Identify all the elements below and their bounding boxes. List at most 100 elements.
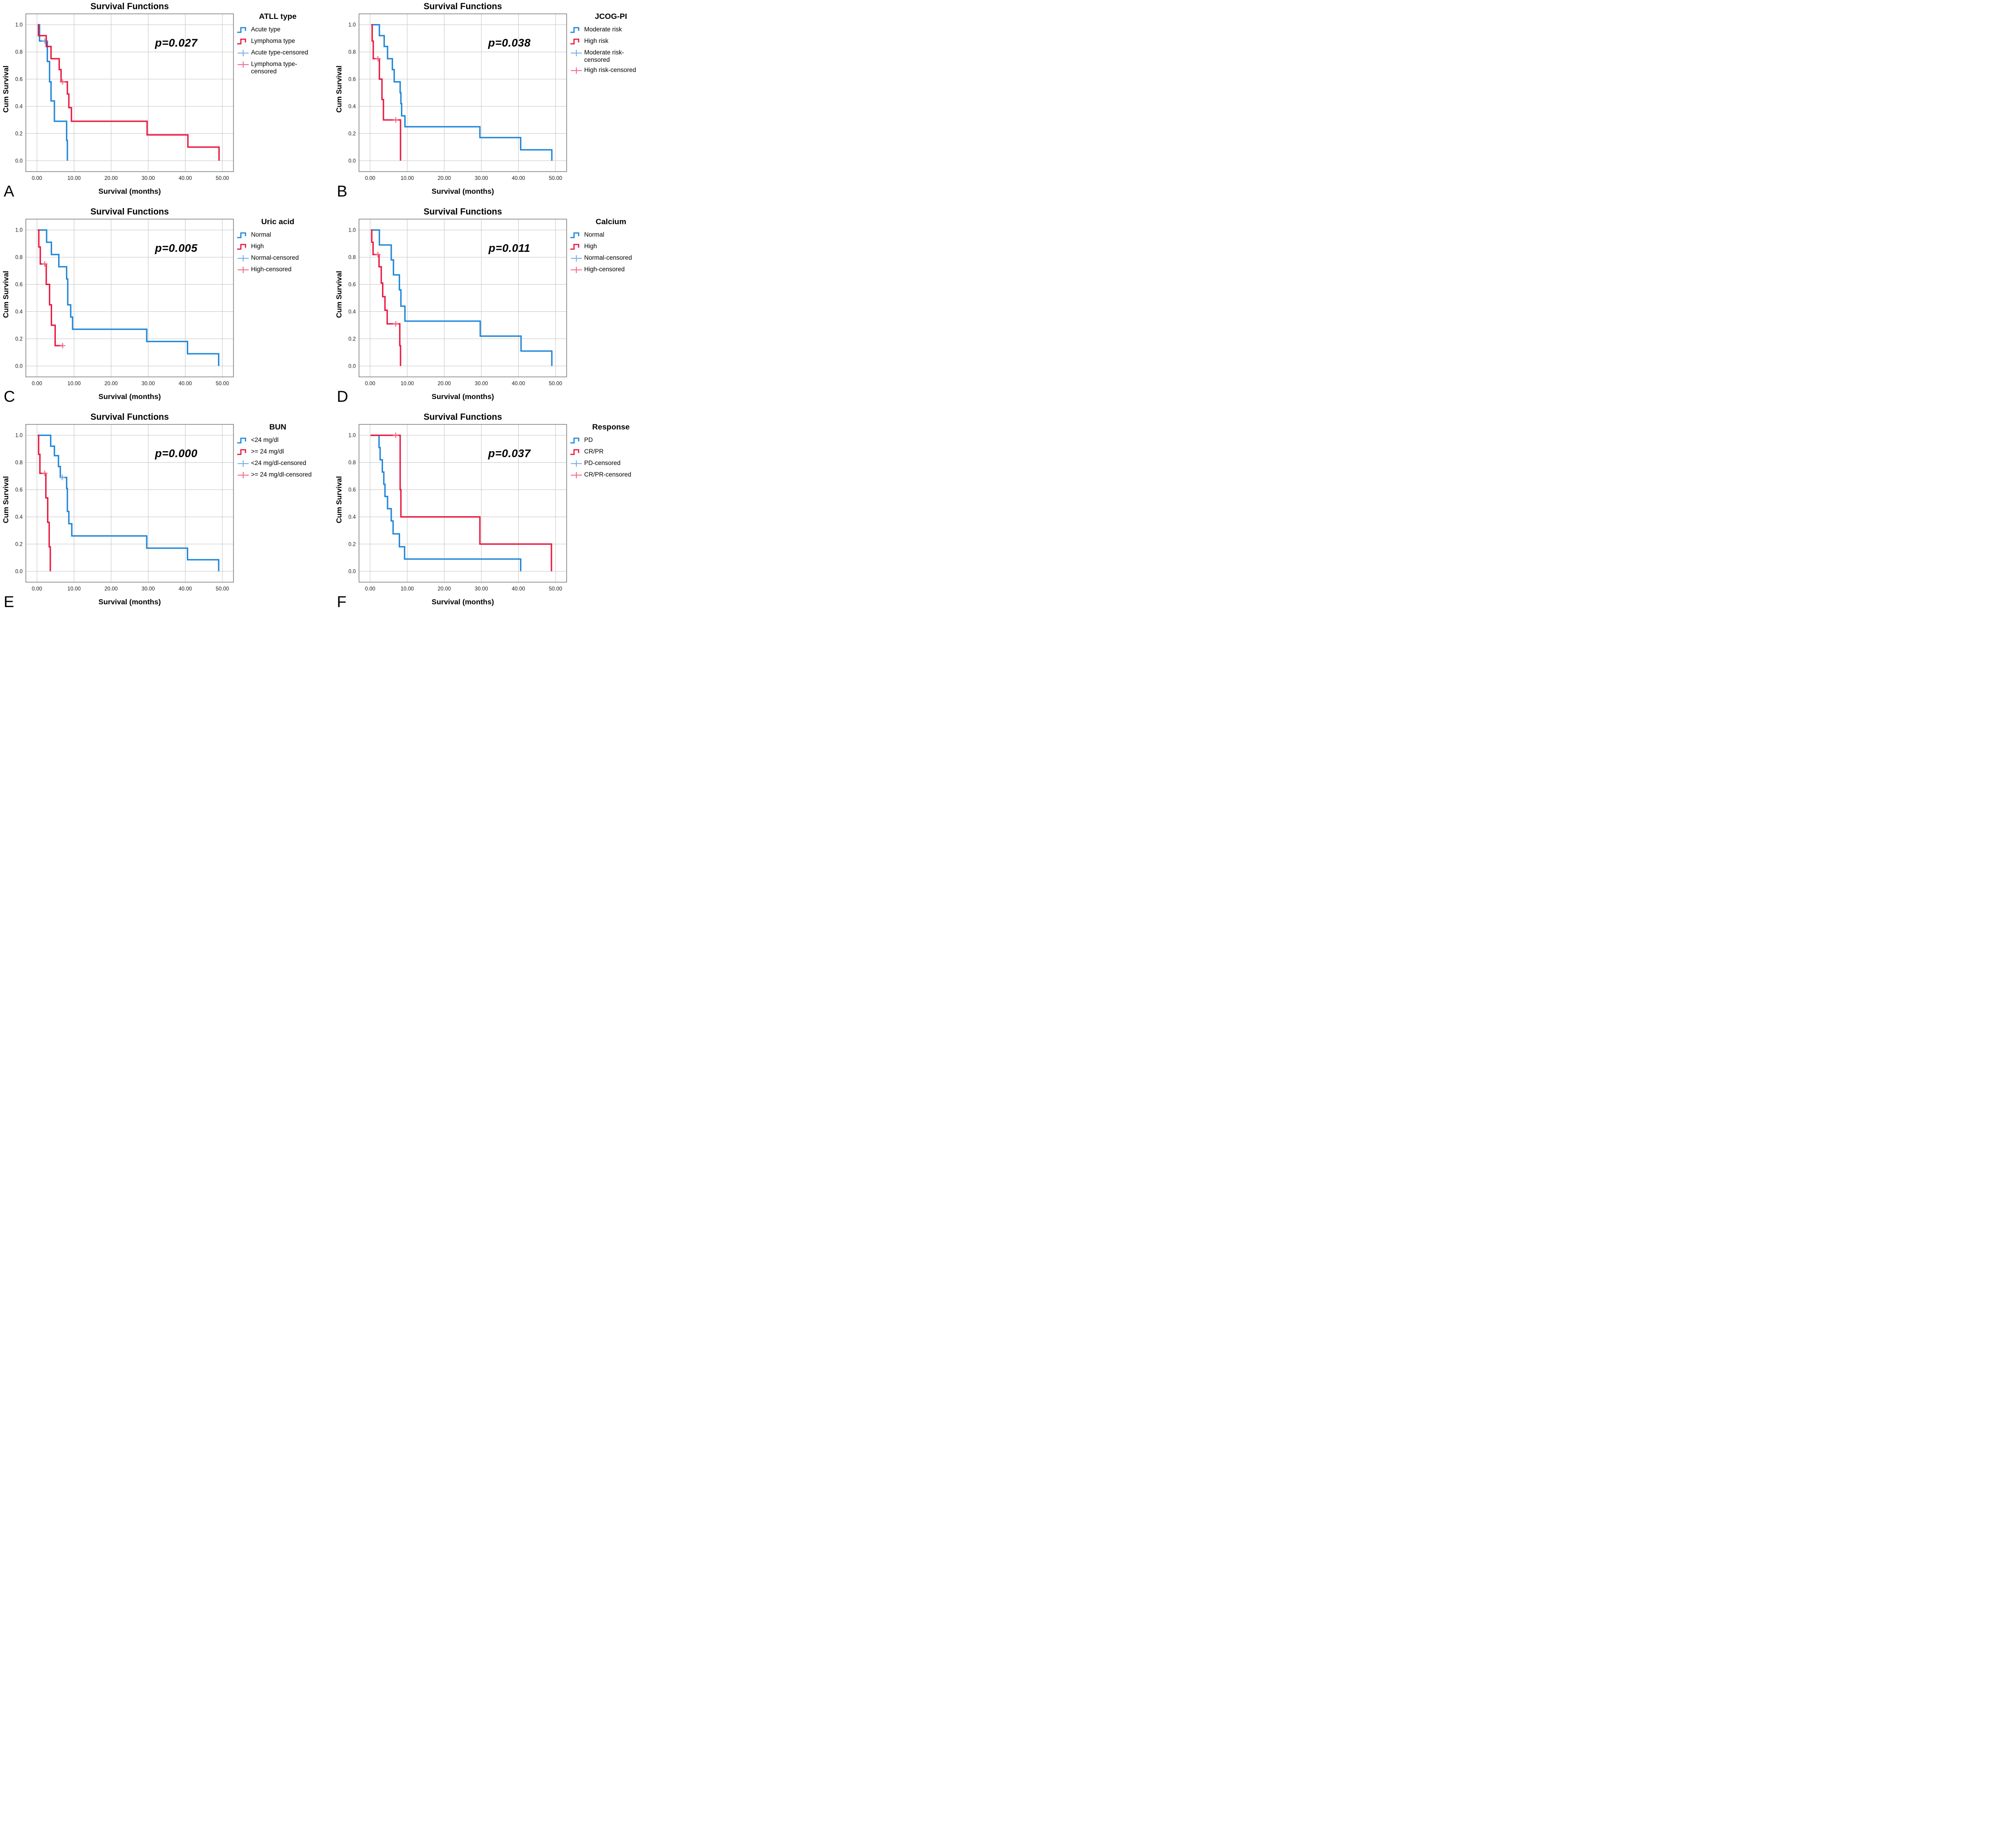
svg-text:0.4: 0.4	[348, 515, 356, 520]
svg-text:20.00: 20.00	[437, 381, 451, 387]
svg-text:0.0: 0.0	[15, 364, 23, 369]
svg-text:20.00: 20.00	[104, 176, 118, 181]
legend-item: Acute type	[236, 26, 332, 34]
legend-item: High risk-censored	[569, 66, 665, 75]
legend-item: High	[236, 243, 332, 251]
x-axis-label: Survival (months)	[431, 393, 494, 401]
series-step-icon	[569, 436, 583, 445]
legend-item: PD-censored	[569, 459, 665, 468]
legend-title: Uric acid	[261, 217, 294, 226]
svg-text:1.0: 1.0	[15, 433, 23, 439]
legend-item: <24 mg/dl	[236, 436, 332, 445]
legend-label: PD	[584, 436, 593, 443]
svg-text:0.2: 0.2	[348, 542, 356, 547]
svg-text:1.0: 1.0	[15, 23, 23, 28]
legend-item: Acute type-censored	[236, 49, 332, 57]
legend-label: Normal	[251, 231, 271, 238]
km-plot-b: 0.00 10.00 20.00 30.00 40.00 50.00 0.0 0.2 0.4 0.…	[348, 13, 567, 181]
series-step-icon	[236, 231, 250, 239]
panel-b: 0.00 10.00 20.00 30.00 40.00 50.00 0.0 0.2 0.4 0.…	[333, 0, 666, 205]
legend-item: Lymphoma type	[236, 37, 332, 46]
svg-text:0.00: 0.00	[365, 586, 375, 592]
svg-text:10.00: 10.00	[67, 381, 81, 387]
panel-d: 0.00 10.00 20.00 30.00 40.00 50.00 0.0 0.2 0.4 0.…	[333, 205, 666, 411]
censored-plus-icon	[569, 266, 583, 274]
panel-letter: E	[4, 593, 14, 611]
svg-text:40.00: 40.00	[179, 381, 192, 387]
svg-text:0.2: 0.2	[348, 336, 356, 342]
y-axis-label: Cum Survival	[2, 66, 10, 113]
chart-title: Survival Functions	[90, 2, 169, 12]
series-step-icon	[236, 448, 250, 456]
svg-text:10.00: 10.00	[401, 176, 414, 181]
legend-item: PD	[569, 436, 665, 445]
svg-text:40.00: 40.00	[179, 586, 192, 592]
x-axis-label: Survival (months)	[98, 393, 161, 401]
svg-text:40.00: 40.00	[512, 381, 525, 387]
svg-text:10.00: 10.00	[401, 381, 414, 387]
svg-text:0.0: 0.0	[348, 364, 356, 369]
svg-text:0.6: 0.6	[348, 282, 356, 288]
p-value-label: p=0.038	[488, 37, 531, 49]
p-value-label: p=0.027	[155, 37, 198, 49]
svg-text:30.00: 30.00	[142, 176, 155, 181]
chart-title: Survival Functions	[424, 2, 502, 12]
legend-item: Lymphoma type-censored	[236, 60, 332, 75]
svg-text:0.00: 0.00	[32, 176, 42, 181]
svg-text:0.0: 0.0	[348, 158, 356, 164]
svg-text:20.00: 20.00	[104, 381, 118, 387]
svg-text:0.6: 0.6	[15, 77, 23, 83]
svg-text:30.00: 30.00	[475, 176, 488, 181]
svg-text:0.8: 0.8	[348, 255, 356, 261]
legend-title: Response	[592, 423, 630, 431]
y-axis-label: Cum Survival	[2, 476, 10, 524]
censored-plus-icon	[236, 459, 250, 468]
series-step-icon	[569, 26, 583, 34]
svg-text:50.00: 50.00	[216, 381, 229, 387]
chart-title: Survival Functions	[424, 412, 502, 422]
legend-item: High-censored	[569, 266, 665, 274]
svg-text:0.00: 0.00	[32, 381, 42, 387]
svg-text:0.0: 0.0	[15, 158, 23, 164]
legend-title: JCOG-PI	[595, 12, 627, 21]
legend-item: Normal	[569, 231, 665, 239]
censored-plus-icon	[236, 49, 250, 57]
legend-label: High	[584, 243, 597, 250]
series-step-icon	[569, 231, 583, 239]
legend-label: <24 mg/dl-censored	[251, 459, 306, 466]
legend-label: High risk-censored	[584, 66, 636, 74]
svg-text:10.00: 10.00	[67, 586, 81, 592]
km-plot-c: 0.00 10.00 20.00 30.00 40.00 50.00 0.0 0.2 0.4 0.…	[15, 219, 234, 387]
svg-text:30.00: 30.00	[475, 586, 488, 592]
legend-item: >= 24 mg/dl-censored	[236, 471, 332, 479]
svg-text:0.8: 0.8	[348, 50, 356, 55]
svg-text:1.0: 1.0	[348, 23, 356, 28]
legend-label: Lymphoma type	[251, 37, 295, 44]
legend-item: Normal-censored	[569, 254, 665, 262]
svg-text:0.2: 0.2	[15, 336, 23, 342]
svg-text:50.00: 50.00	[549, 176, 562, 181]
svg-text:0.0: 0.0	[348, 569, 356, 574]
p-value-label: p=0.011	[488, 242, 531, 255]
legend: BUN <24 mg/dl >= 24 mg/dl <24 mg/dl-cens…	[236, 423, 332, 483]
legend-label: High risk	[584, 37, 609, 44]
legend-item: >= 24 mg/dl	[236, 448, 332, 456]
legend-item: High-censored	[236, 266, 332, 274]
svg-text:50.00: 50.00	[549, 586, 562, 592]
panel-letter: B	[337, 183, 347, 200]
legend-label: High-censored	[251, 266, 292, 273]
legend-item: CR/PR-censored	[569, 471, 665, 479]
series-step-icon	[569, 243, 583, 251]
svg-text:50.00: 50.00	[216, 586, 229, 592]
x-axis-label: Survival (months)	[98, 598, 161, 606]
panel-letter: A	[4, 183, 14, 200]
legend-label: >= 24 mg/dl-censored	[251, 471, 312, 478]
svg-text:0.4: 0.4	[15, 515, 23, 520]
legend-label: Moderate risk	[584, 26, 622, 33]
svg-text:20.00: 20.00	[104, 586, 118, 592]
series-step-icon	[236, 26, 250, 34]
y-axis-label: Cum Survival	[335, 66, 343, 113]
svg-text:0.0: 0.0	[15, 569, 23, 574]
x-axis-label: Survival (months)	[431, 188, 494, 196]
svg-text:0.4: 0.4	[348, 104, 356, 110]
